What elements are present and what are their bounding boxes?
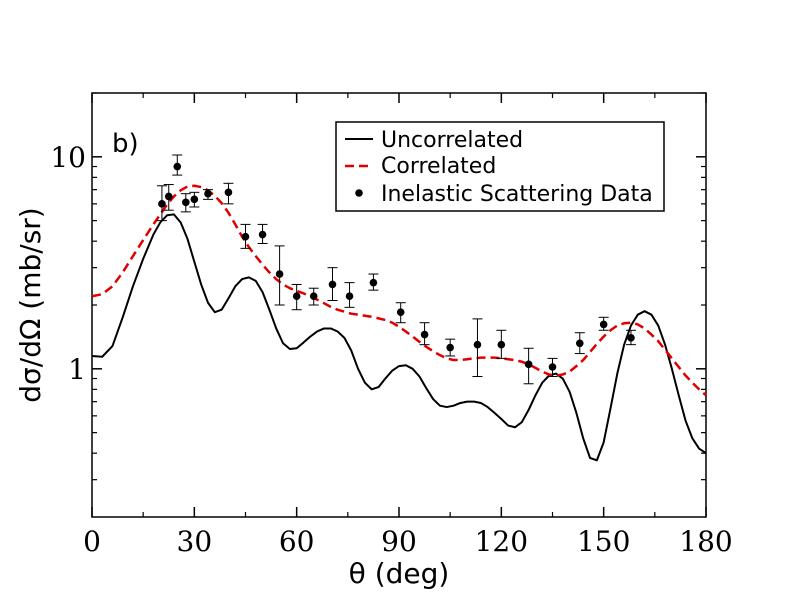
x-tick-label: 0 xyxy=(83,525,101,558)
data-point xyxy=(446,343,454,352)
correlated-curve xyxy=(91,184,707,397)
data-point xyxy=(158,200,166,208)
x-tick-label: 180 xyxy=(679,525,732,558)
data-point xyxy=(473,340,482,349)
data-point xyxy=(497,340,506,349)
y-tick-label: 10 xyxy=(50,141,86,174)
data-point xyxy=(164,192,173,201)
data-point xyxy=(420,330,429,339)
data-point xyxy=(627,334,635,342)
y-tick-label: 1 xyxy=(68,353,86,386)
data-point xyxy=(548,363,557,371)
panel-label: b) xyxy=(112,129,139,159)
legend: Uncorrelated Correlated Inelastic Scatte… xyxy=(335,121,665,212)
legend-label-data: Inelastic Scattering Data xyxy=(381,182,653,207)
data-point xyxy=(182,198,190,207)
legend-label-uncorrelated: Uncorrelated xyxy=(381,128,523,153)
data-point xyxy=(309,292,318,301)
data-point xyxy=(524,360,533,369)
legend-swatch-data xyxy=(355,189,363,197)
data-point xyxy=(190,195,199,204)
x-tick-label: 30 xyxy=(177,525,213,558)
x-tick-label: 60 xyxy=(279,525,315,558)
data-point xyxy=(328,280,337,289)
uncorrelated-curve xyxy=(91,213,707,462)
legend-box xyxy=(335,121,665,212)
data-point xyxy=(241,232,250,241)
data-point xyxy=(599,320,608,329)
x-tick-label: 90 xyxy=(381,525,417,558)
data-point xyxy=(258,230,267,239)
data-point xyxy=(173,162,182,171)
y-axis-title: dσ/dΩ (mb/sr) xyxy=(14,207,47,402)
data-point xyxy=(345,292,354,301)
data-point xyxy=(369,278,378,287)
x-tick-label: 120 xyxy=(475,525,528,558)
legend-label-correlated: Correlated xyxy=(381,154,496,179)
x-axis-title: θ (deg) xyxy=(349,557,450,590)
data-point xyxy=(275,270,284,278)
x-tick-label: 150 xyxy=(577,525,630,558)
data-point xyxy=(204,189,212,198)
data-point xyxy=(292,292,301,301)
data-point xyxy=(396,308,405,316)
data-point xyxy=(575,339,584,348)
data-point xyxy=(224,188,233,197)
